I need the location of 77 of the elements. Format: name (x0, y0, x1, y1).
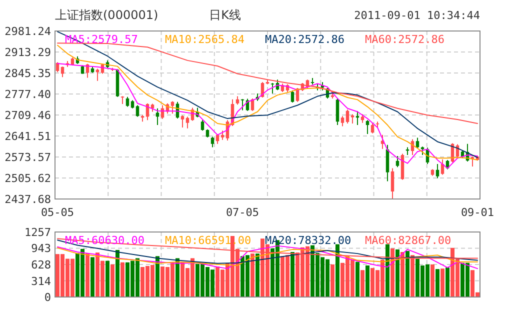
candlestick (370, 122, 374, 134)
bar (366, 265, 370, 297)
bar (120, 262, 124, 297)
candlestick (436, 163, 440, 179)
bar (440, 268, 444, 297)
candlestick (60, 66, 64, 78)
y-tick-label: 628 (31, 258, 51, 272)
candlestick (340, 116, 344, 127)
candlestick (390, 168, 394, 200)
y-tick-label: 2981.24 (4, 25, 52, 38)
bar (90, 257, 94, 297)
bar (116, 250, 120, 297)
line-series (57, 247, 478, 266)
text: MA20:2572.86 (265, 33, 344, 46)
candlestick (396, 155, 400, 168)
chart-subtitle: 日K线 (209, 8, 241, 22)
candlestick (156, 108, 160, 126)
candlestick (356, 110, 360, 126)
candlestick (270, 82, 274, 94)
x-tick-label: 07-05 (226, 206, 260, 219)
bar (436, 269, 440, 297)
y-tick-label: 943 (31, 242, 51, 256)
series-label: MA60:82867.00 (365, 234, 452, 247)
candlestick (240, 98, 244, 111)
candlestick (136, 104, 140, 118)
candlestick (180, 114, 184, 128)
bar (406, 250, 410, 297)
candlestick (210, 136, 214, 148)
y-tick-label: 1257 (24, 226, 51, 239)
bar (446, 268, 450, 297)
text: 2011-09-01 10:34:44 (354, 9, 480, 22)
x-tick-label: 05-05 (40, 206, 74, 219)
chart-title: 上证指数(000001) (55, 8, 158, 22)
text: MA10:2565.84 (165, 33, 245, 46)
candlestick (470, 156, 474, 167)
y-tick-label: 2573.57 (4, 151, 51, 164)
y-tick-label: 2913.29 (4, 46, 51, 59)
bar (256, 254, 260, 297)
text: MA60:2572.86 (365, 33, 444, 46)
candlestick (170, 100, 174, 114)
y-tick-label: 2777.40 (4, 88, 51, 101)
bar (290, 252, 294, 297)
candlestick (416, 137, 420, 149)
y-tick-label: 2437.68 (4, 193, 51, 206)
line-series (57, 42, 478, 124)
y-tick-label: 314 (31, 274, 52, 288)
y-tick-label: 2709.46 (4, 109, 51, 122)
candlestick (350, 114, 354, 124)
bar (336, 244, 340, 297)
bar (86, 254, 90, 297)
bar (360, 270, 364, 297)
y-tick-label: 2505.62 (4, 172, 51, 185)
series-label: MA20:78332.00 (265, 234, 352, 247)
x-tick-label: 09-01 (460, 206, 494, 219)
candlestick (200, 120, 204, 132)
bar (110, 264, 114, 297)
line-series (57, 245, 478, 270)
candlestick (336, 98, 340, 126)
bar (106, 260, 110, 297)
bar (386, 244, 390, 297)
y-tick-label: 2845.35 (4, 67, 51, 80)
candlestick (366, 120, 370, 134)
candlestick (220, 130, 224, 140)
candlestick (290, 90, 294, 103)
bar (156, 256, 160, 297)
candlestick (346, 109, 350, 124)
candlestick (126, 96, 130, 108)
bar (176, 258, 180, 297)
bar (396, 249, 400, 297)
bar (430, 264, 434, 297)
bar (356, 262, 360, 297)
candlestick (96, 68, 100, 82)
bar (330, 264, 334, 297)
y-tick-label: 0 (44, 291, 51, 304)
candlestick (186, 116, 190, 129)
candlestick (386, 144, 390, 182)
y-tick-label: 2641.51 (4, 130, 51, 143)
